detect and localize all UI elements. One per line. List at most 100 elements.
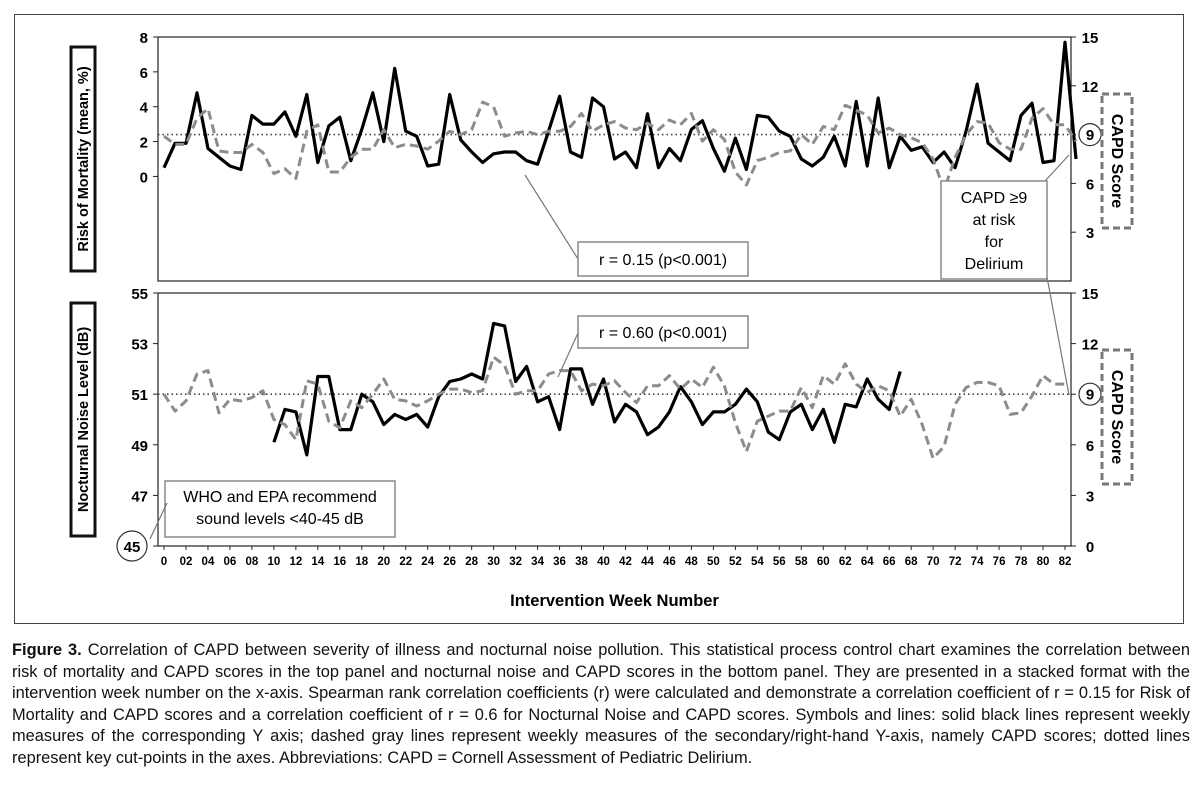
- bottom-plot-area: [157, 292, 1072, 547]
- bottom-y-tick-label: 51: [131, 387, 148, 404]
- bottom-cutpoint-label: 9: [1086, 387, 1094, 404]
- x-axis-title: Intervention Week Number: [510, 592, 719, 610]
- x-tick-label: 52: [729, 556, 742, 568]
- bottom-ylabel: Nocturnal Noise Level (dB): [76, 327, 92, 512]
- x-tick-label: 24: [421, 556, 434, 568]
- bottom-cutpoint-circle: [1078, 382, 1102, 406]
- x-tick-label: 44: [641, 556, 654, 568]
- capd-note-line: for: [985, 234, 1004, 251]
- bottom-y2-tick-label: 15: [1082, 286, 1099, 303]
- top-ylabel-box: [69, 45, 97, 273]
- capd-note-line: CAPD ≥9: [961, 190, 1028, 207]
- bottom-series-solid-line: [272, 321, 902, 457]
- x-tick-label: 68: [905, 556, 918, 568]
- x-tick-label: 62: [839, 556, 852, 568]
- x-tick-label: 78: [1015, 556, 1028, 568]
- x-tick-label: 74: [971, 556, 984, 568]
- top-y2-tick-label: 3: [1086, 225, 1094, 242]
- x-tick-label: 28: [465, 556, 478, 568]
- bottom-y2-tick-label: 12: [1082, 337, 1099, 354]
- bottom-y2label: CAPD Score: [1108, 370, 1125, 464]
- bottom-y2-tick-label: 0: [1086, 539, 1094, 556]
- x-tick-label: 14: [311, 556, 324, 568]
- bottom-y2-tick-label: 6: [1086, 438, 1094, 455]
- top-y2label-box: [1100, 92, 1134, 230]
- capd-note-line: Delirium: [965, 256, 1024, 273]
- x-tick-label: 46: [663, 556, 676, 568]
- bottom-y-tick-label: 53: [131, 337, 148, 354]
- x-tick-label: 72: [949, 556, 962, 568]
- x-tick-label: 02: [180, 556, 193, 568]
- x-tick-label: 30: [487, 556, 500, 568]
- x-tick-label: 12: [289, 556, 302, 568]
- x-tick-label: 16: [333, 556, 346, 568]
- x-tick-label: 40: [597, 556, 610, 568]
- top-y-tick-label: 2: [140, 135, 148, 152]
- top-correlation-leader: [524, 174, 579, 260]
- x-tick-label: 58: [795, 556, 808, 568]
- x-tick-label: 70: [927, 556, 940, 568]
- top-y-tick-label: 4: [140, 100, 149, 117]
- caption-label: Figure 3.: [12, 641, 82, 659]
- x-tick-label: 04: [202, 556, 215, 568]
- who-note-box: [164, 480, 396, 538]
- x-tick-label: 64: [861, 556, 874, 568]
- min-label-circle: [116, 530, 148, 562]
- x-tick-label: 48: [685, 556, 698, 568]
- x-tick-label: 66: [883, 556, 896, 568]
- bottom-ylabel-box: [69, 301, 97, 538]
- figure-frame: 8 6 4 2 0 15 12 6 3 9 Risk of Mortality (mean, %) C…: [14, 14, 1184, 624]
- who-note-line: sound levels <40-45 dB: [196, 511, 364, 528]
- bottom-correlation-text: r = 0.60 (p<0.001): [599, 325, 727, 342]
- x-tick-label: 50: [707, 556, 720, 568]
- min-label: 45: [124, 539, 141, 556]
- capd-note-leader-top: [1044, 154, 1070, 182]
- top-y2-tick-label: 12: [1082, 79, 1099, 96]
- x-tick-label: 54: [751, 556, 764, 568]
- capd-note-box: [940, 180, 1048, 280]
- x-tick-label: 36: [553, 556, 566, 568]
- bottom-y2-tick-label: 3: [1086, 488, 1094, 505]
- bottom-correlation-box: [577, 315, 749, 349]
- x-tick-label: 32: [509, 556, 522, 568]
- x-tick-label: 20: [377, 556, 390, 568]
- x-tick-label: 80: [1037, 556, 1050, 568]
- x-tick-label: 26: [443, 556, 456, 568]
- top-plot-area: [157, 36, 1072, 282]
- x-tick-label: 82: [1059, 556, 1072, 568]
- top-y2label: CAPD Score: [1108, 114, 1125, 208]
- x-tick-label: 34: [531, 556, 544, 568]
- top-correlation-text: r = 0.15 (p<0.001): [599, 252, 727, 269]
- top-y-tick-label: 6: [140, 65, 148, 82]
- top-ylabel: Risk of Mortality (mean, %): [76, 66, 92, 251]
- top-series-capd-dashed-line: [163, 100, 1078, 192]
- who-note-leader: [149, 502, 168, 540]
- who-note-line: WHO and EPA recommend: [183, 489, 377, 506]
- bottom-series-capd-dashed-line: [162, 355, 1065, 460]
- top-y2-tick-label: 15: [1082, 30, 1099, 47]
- x-tick-label: 18: [355, 556, 368, 568]
- top-correlation-box: [577, 241, 749, 277]
- x-tick-label: 38: [575, 556, 588, 568]
- bottom-y-tick-label: 49: [131, 438, 148, 455]
- caption-text: Correlation of CAPD between severity of …: [12, 641, 1191, 767]
- bottom-y-tick-label: 55: [131, 286, 148, 303]
- bottom-correlation-leader: [557, 332, 579, 378]
- x-tick-label: 60: [817, 556, 830, 568]
- top-series-solid-line: [162, 40, 1078, 173]
- x-tick-label: 08: [246, 556, 259, 568]
- capd-note-leader-bottom: [1046, 276, 1070, 396]
- x-tick-label: 22: [399, 556, 412, 568]
- x-tick-label: 42: [619, 556, 632, 568]
- x-tick-label: 56: [773, 556, 786, 568]
- top-y-tick-label: 0: [140, 169, 148, 186]
- top-y-tick-label: 8: [140, 30, 148, 47]
- x-tick-label: 10: [267, 556, 280, 568]
- top-y2-tick-label: 6: [1086, 176, 1094, 193]
- x-tick-label: 06: [224, 556, 237, 568]
- bottom-y2label-box: [1100, 348, 1134, 486]
- bottom-y-tick-label: 47: [131, 488, 148, 505]
- x-tick-label: 0: [161, 556, 167, 568]
- capd-note-line: at risk: [973, 212, 1017, 229]
